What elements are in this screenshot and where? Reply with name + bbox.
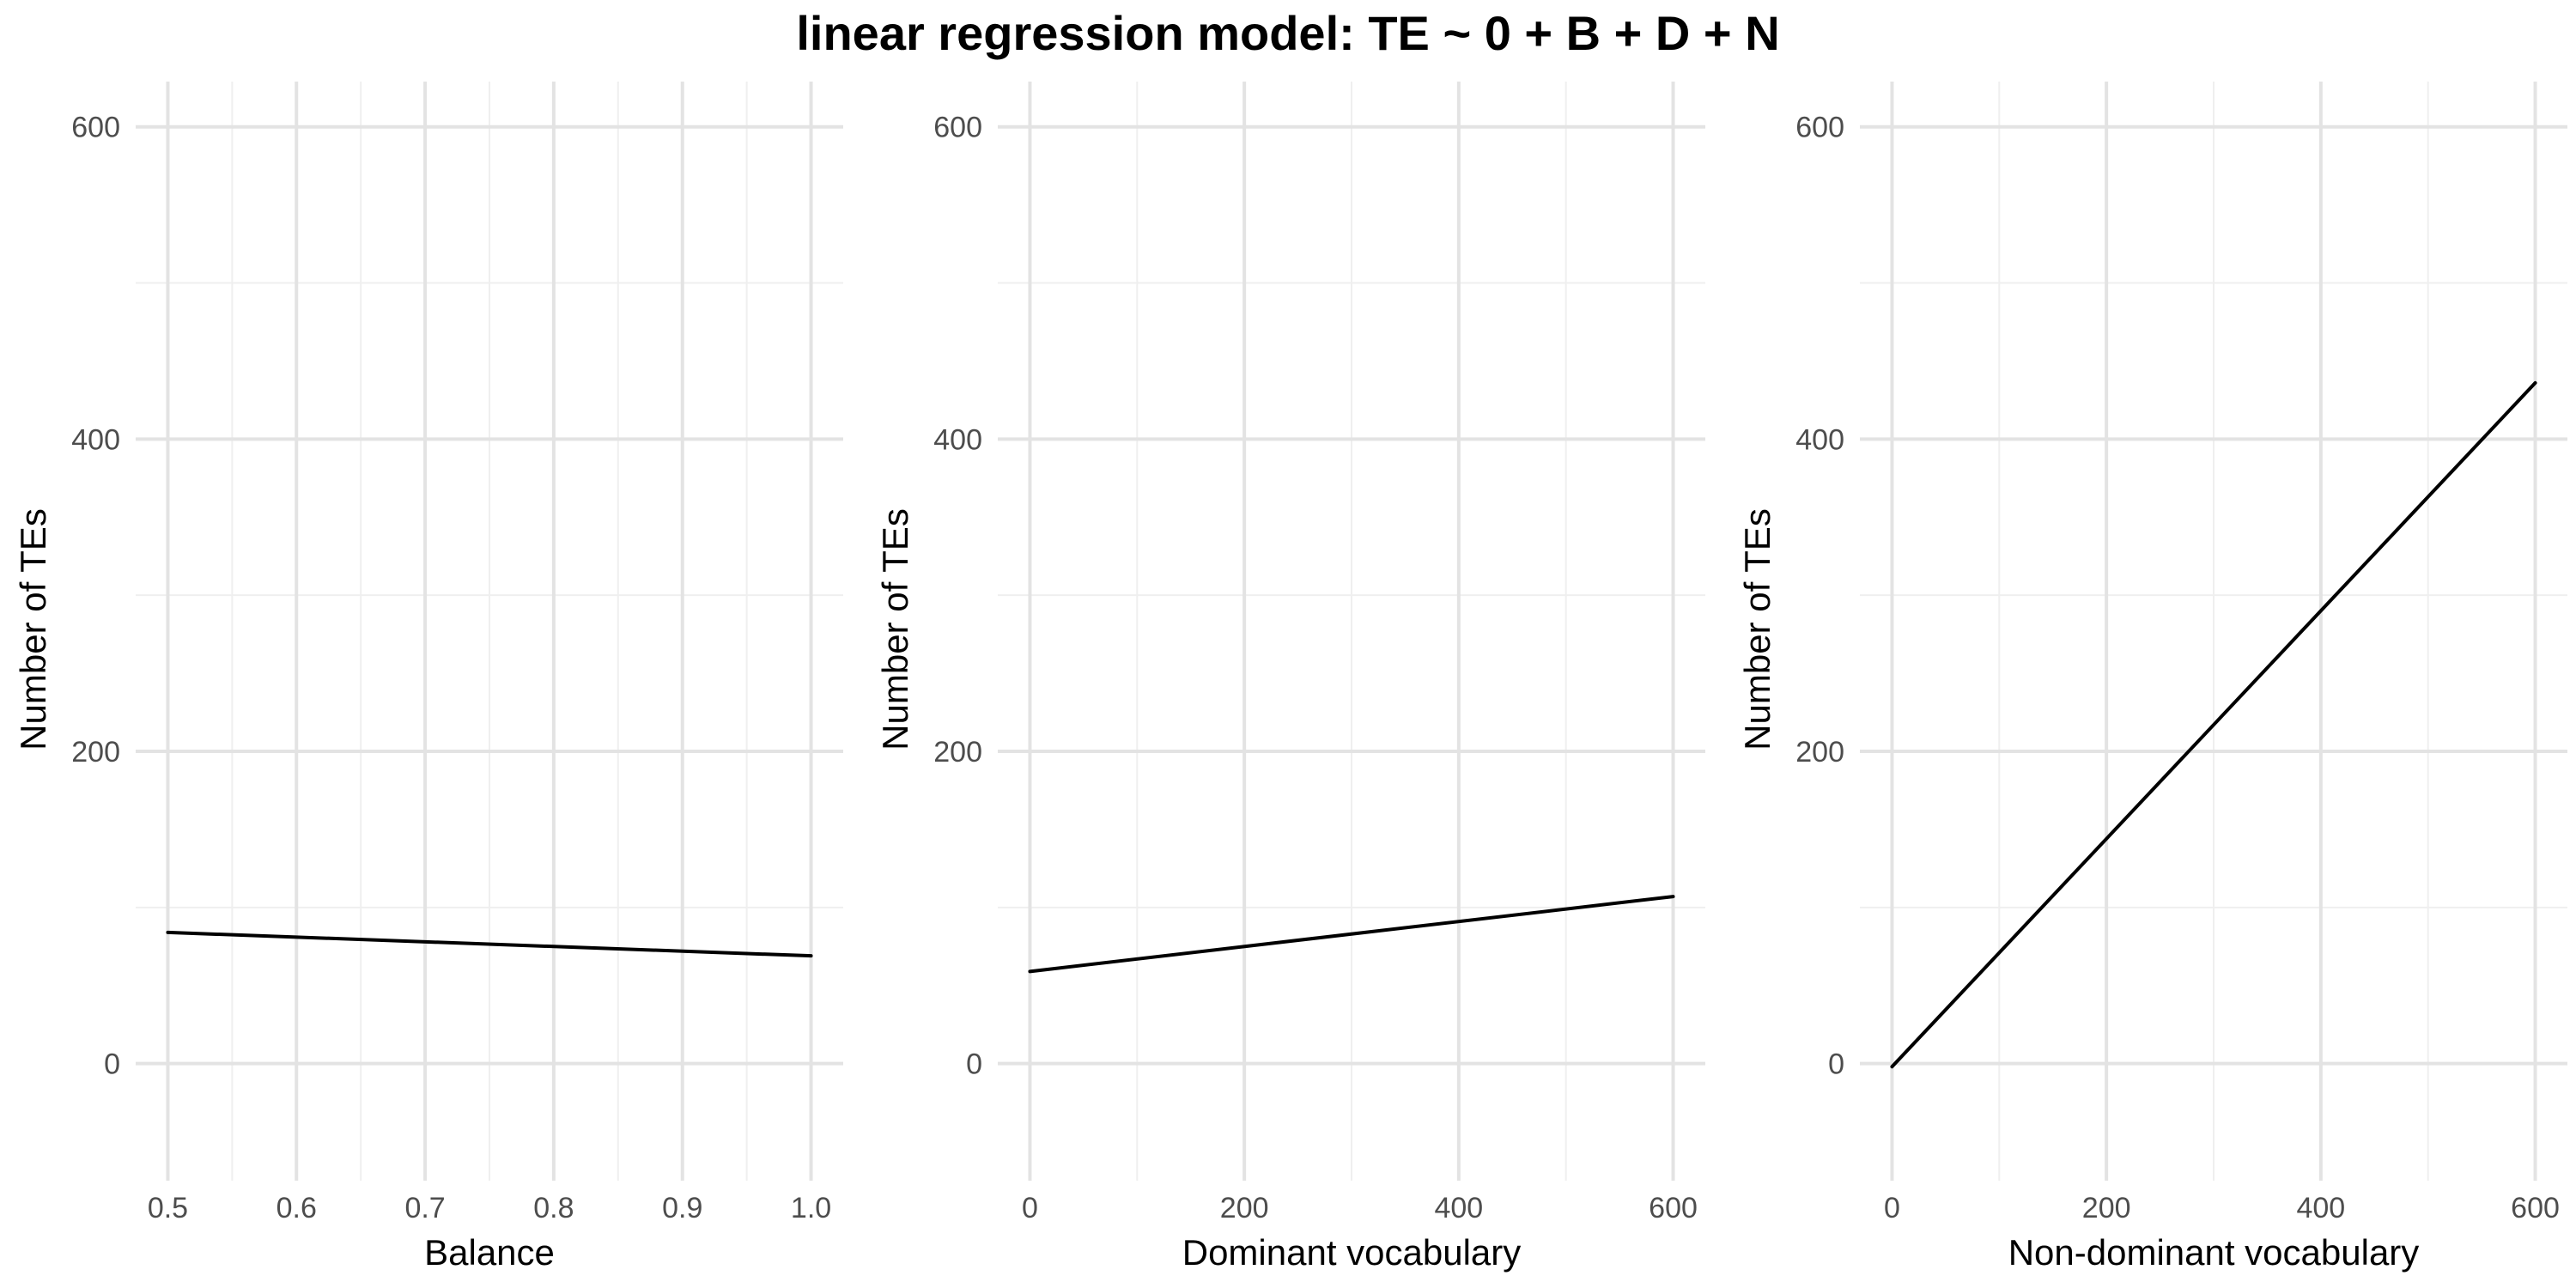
x-tick-label: 0: [1884, 1192, 1900, 1224]
regression-line: [1028, 895, 1675, 974]
y-tick-label: 0: [966, 1048, 982, 1081]
x-tick-label: 1.0: [791, 1192, 831, 1224]
x-tick-label: 0.9: [662, 1192, 702, 1224]
regression-line: [1890, 380, 2537, 1069]
y-tick-label: 400: [71, 423, 120, 456]
y-tick-label: 200: [71, 736, 120, 769]
y-axis-title: Number of TEs: [13, 508, 53, 750]
y-tick-label: 600: [71, 112, 120, 144]
x-tick-label: 200: [1220, 1192, 1269, 1224]
x-tick-label: 0.6: [276, 1192, 317, 1224]
y-tick-label: 0: [104, 1048, 120, 1081]
x-tick-label: 600: [1649, 1192, 1698, 1224]
x-tick-label: 0.8: [533, 1192, 574, 1224]
y-tick-label: 600: [1795, 112, 1844, 144]
x-axis-title: Non-dominant vocabulary: [2008, 1232, 2420, 1273]
regression-line: [166, 930, 813, 958]
y-tick-label: 200: [1795, 736, 1844, 769]
y-axis-title: Number of TEs: [875, 508, 915, 750]
x-tick-label: 400: [2296, 1192, 2345, 1224]
x-tick-label: 400: [1434, 1192, 1483, 1224]
chart-title: linear regression model: TE ~ 0 + B + D …: [796, 6, 1780, 60]
x-tick-label: 0: [1022, 1192, 1038, 1224]
y-tick-label: 0: [1828, 1048, 1844, 1081]
y-tick-label: 600: [933, 112, 982, 144]
y-tick-label: 400: [933, 423, 982, 456]
x-tick-label: 0.7: [404, 1192, 445, 1224]
y-tick-label: 400: [1795, 423, 1844, 456]
x-axis-title: Dominant vocabulary: [1182, 1232, 1522, 1273]
x-tick-label: 600: [2511, 1192, 2560, 1224]
y-tick-label: 200: [933, 736, 982, 769]
x-axis-title: Balance: [424, 1232, 555, 1273]
y-axis-title: Number of TEs: [1737, 508, 1777, 750]
x-tick-label: 0.5: [148, 1192, 188, 1224]
x-tick-label: 200: [2082, 1192, 2131, 1224]
